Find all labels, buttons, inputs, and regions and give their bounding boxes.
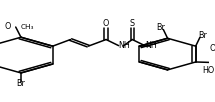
- Text: O: O: [209, 44, 215, 53]
- Text: Br: Br: [156, 23, 165, 32]
- Text: O: O: [103, 18, 109, 28]
- Text: Br: Br: [17, 79, 25, 88]
- Text: HO: HO: [202, 66, 214, 75]
- Text: S: S: [130, 18, 135, 28]
- Text: O: O: [4, 22, 11, 31]
- Text: NH: NH: [145, 41, 157, 50]
- Text: CH₃: CH₃: [21, 24, 34, 29]
- Text: NH: NH: [119, 41, 131, 50]
- Text: Br: Br: [199, 31, 207, 40]
